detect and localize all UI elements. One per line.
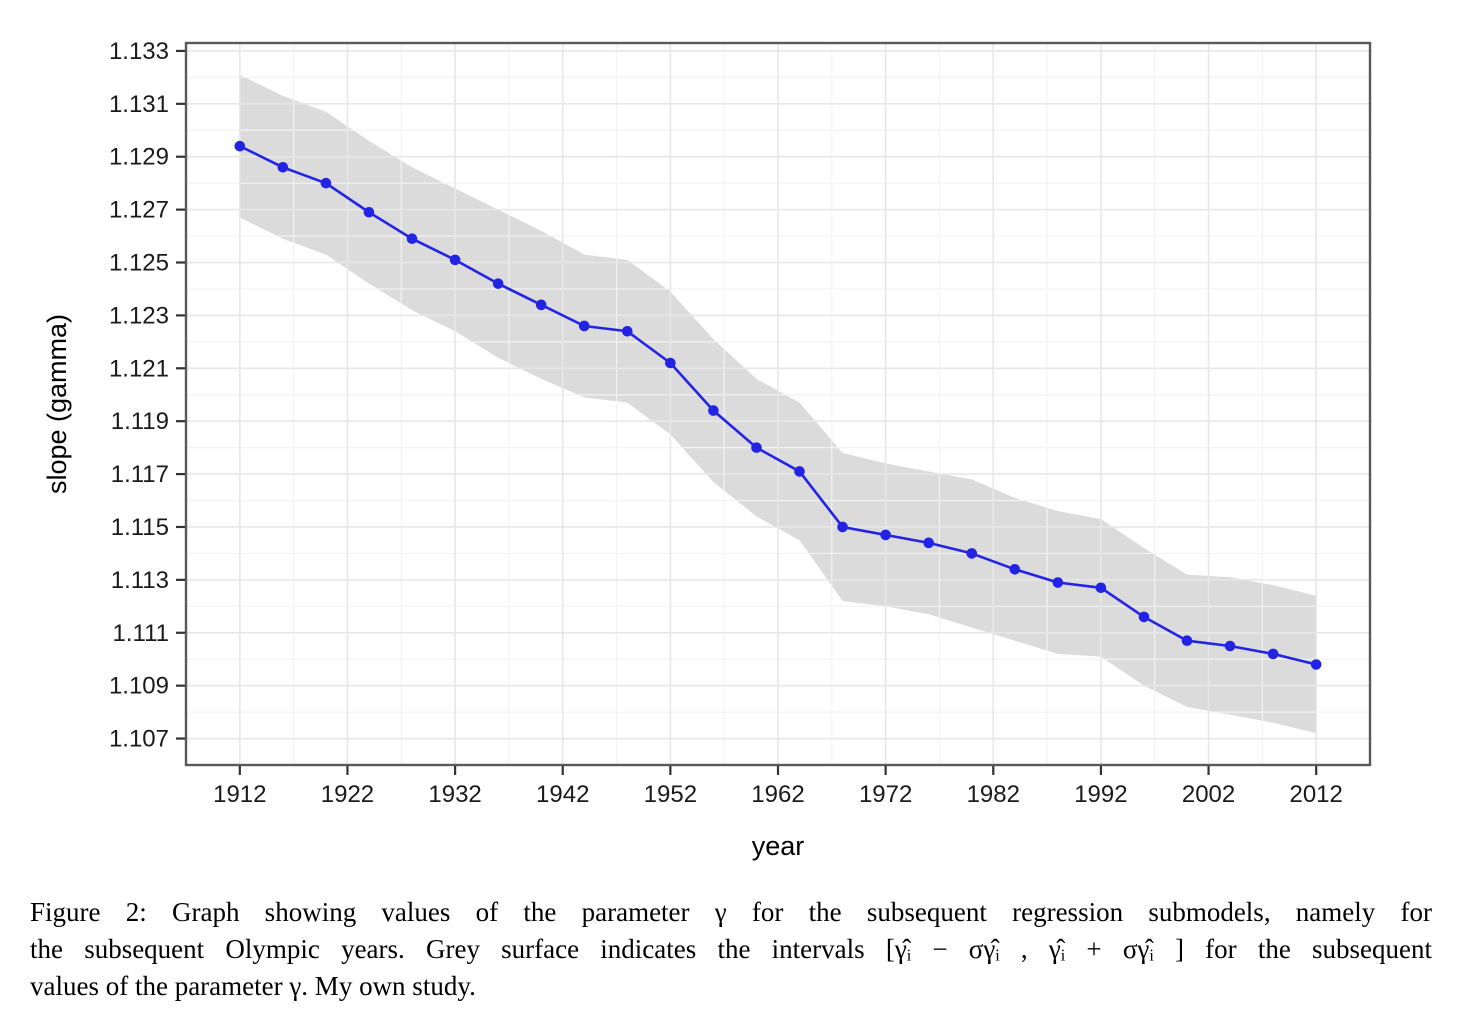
y-tick-label: 1.131 — [109, 91, 169, 118]
panel-border — [184, 41, 1372, 767]
data-point — [234, 140, 246, 152]
y-tick-label: 1.123 — [109, 302, 169, 329]
y-tick-label: 1.117 — [111, 461, 169, 488]
x-tick-label: 1982 — [967, 781, 1020, 808]
data-point — [966, 548, 978, 559]
x-axis-title: year — [752, 831, 805, 861]
data-point — [1052, 577, 1064, 588]
data-point — [535, 299, 547, 311]
data-point — [923, 537, 934, 549]
data-point — [1310, 659, 1322, 670]
y-tick-label: 1.113 — [111, 567, 169, 594]
x-tick-label: 2012 — [1289, 781, 1342, 808]
x-tick-label: 1972 — [859, 781, 912, 808]
data-point — [1181, 635, 1193, 646]
y-tick-label: 1.125 — [109, 250, 169, 277]
data-point — [1267, 648, 1279, 660]
data-point — [320, 177, 332, 189]
data-point — [622, 325, 633, 337]
caption-line: values of the parameter γ. My own study. — [30, 971, 476, 1001]
data-point — [1138, 611, 1150, 623]
data-point — [492, 278, 504, 289]
x-tick-label: 1952 — [644, 781, 697, 808]
data-point — [880, 529, 891, 541]
y-tick-label: 1.107 — [109, 726, 169, 753]
data-point — [277, 162, 289, 173]
caption-line: Figure 2: Graph showing values of the pa… — [30, 897, 1432, 927]
y-tick-label: 1.133 — [109, 38, 169, 65]
x-tick-label: 1942 — [536, 781, 589, 808]
chart-svg: 1912 1922 1932 1942 1952 1962 1972 1982 1992 2002… — [42, 38, 1372, 861]
x-tick-label: 1912 — [213, 781, 266, 808]
x-tick-label: 2002 — [1182, 781, 1235, 808]
data-point — [708, 405, 719, 416]
y-tick-label: 1.129 — [109, 144, 169, 171]
trend-line — [238, 144, 1318, 666]
x-tick-label: 1932 — [428, 781, 481, 808]
y-tick-label: 1.109 — [109, 673, 169, 700]
y-axis-title: slope (gamma) — [42, 314, 72, 494]
figure-caption: Figure 2: Graph showing values of the pa… — [30, 894, 1432, 1005]
data-point — [449, 254, 461, 266]
y-tick-label: 1.115 — [111, 514, 169, 541]
x-tick-label: 1922 — [321, 781, 374, 808]
data-point — [1095, 582, 1107, 594]
y-tick-label: 1.121 — [109, 355, 169, 382]
y-tick-label: 1.119 — [111, 408, 169, 435]
y-tick-label: 1.111 — [113, 620, 170, 647]
data-point — [837, 521, 848, 533]
data-point — [578, 320, 590, 332]
data-point — [1009, 563, 1021, 575]
data-point — [751, 442, 762, 453]
data-point — [406, 233, 418, 245]
data-point — [665, 357, 676, 369]
data-point — [363, 206, 375, 218]
data-point — [1224, 640, 1236, 652]
x-tick-label: 1992 — [1074, 781, 1127, 808]
data-point — [794, 466, 805, 477]
caption-line: the subsequent Olympic years. Grey surfa… — [30, 934, 1432, 964]
x-tick-label: 1962 — [751, 781, 804, 808]
y-tick-label: 1.127 — [109, 197, 169, 224]
